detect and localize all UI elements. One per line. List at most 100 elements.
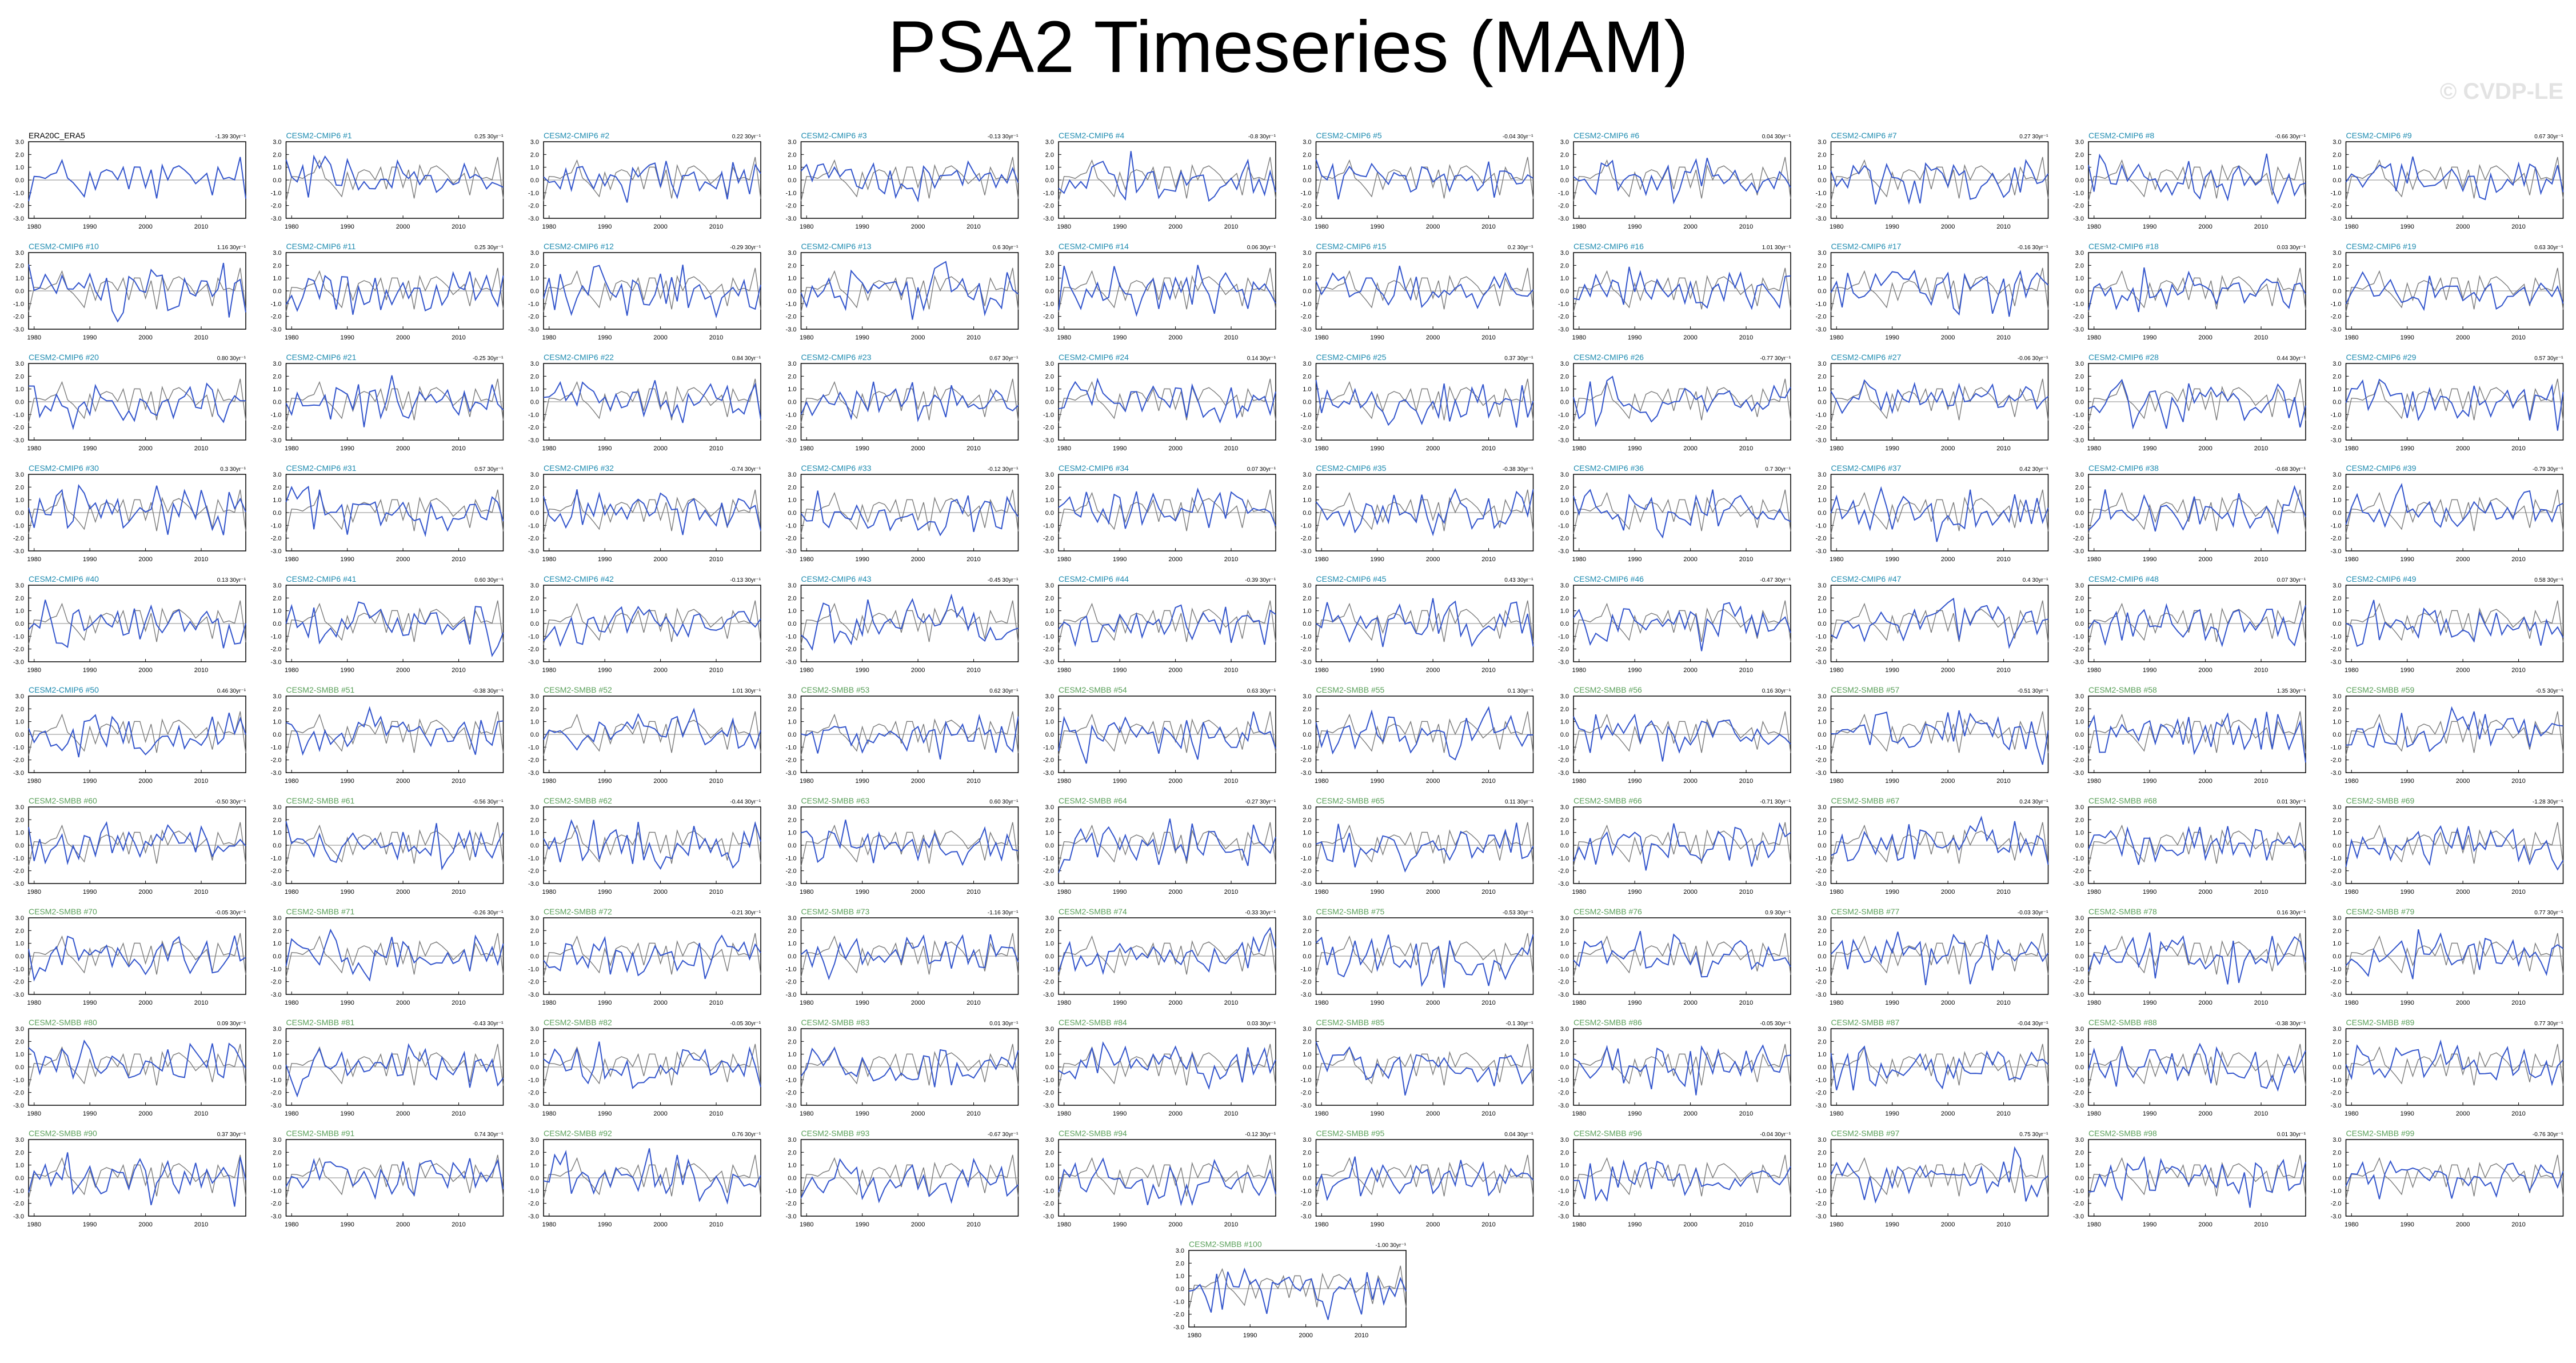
obs-series-line — [800, 933, 1019, 978]
x-tick-label: 1990 — [1885, 334, 1899, 341]
ensemble-series-line — [285, 1043, 504, 1098]
panel-trend: -0.04 30yr⁻¹ — [2018, 1021, 2048, 1027]
x-tick-label: 2000 — [1426, 334, 1440, 341]
y-tick-label: -2.0 — [1558, 1090, 1569, 1097]
panel-title: CESM2-SMBB #90 — [29, 1129, 97, 1138]
x-tick-label: 1980 — [1572, 667, 1586, 674]
panel-trend: 0.01 30yr⁻¹ — [2277, 1132, 2306, 1138]
x-tick-label: 1980 — [1315, 778, 1328, 785]
chart-panel: CESM2-SMBB #89 0.77 30yr⁻¹3.02.01.00.0-1.… — [2331, 1018, 2564, 1117]
y-tick-label: -2.0 — [2331, 1201, 2342, 1208]
y-tick-label: 0.0 — [1560, 1175, 1569, 1182]
y-tick-label: -1.0 — [13, 1077, 24, 1084]
y-tick-label: 2.0 — [2075, 595, 2084, 602]
y-tick-label: 0.0 — [273, 177, 281, 184]
obs-series-line — [1830, 157, 2049, 202]
y-tick-label: 0.0 — [1045, 1175, 1054, 1182]
y-tick-label: 0.0 — [1045, 842, 1054, 849]
chart-panel: CESM2-SMBB #61 -0.56 30yr⁻¹3.02.01.00.0-1… — [271, 796, 504, 896]
panel-trend: 0.60 30yr⁻¹ — [989, 799, 1019, 805]
x-tick-label: 1980 — [542, 556, 556, 563]
x-tick-label: 1990 — [340, 1000, 354, 1006]
y-tick-label: 0.0 — [1303, 732, 1311, 738]
y-tick-label: 0.0 — [1045, 1064, 1054, 1071]
x-tick-label: 1990 — [1628, 778, 1642, 785]
chart-panel: CESM2-SMBB #93 -0.67 30yr⁻¹3.02.01.00.0-1… — [786, 1129, 1019, 1228]
chart-panel: CESM2-CMIP6 #29 0.57 30yr⁻¹3.02.01.00.0-1… — [2331, 353, 2564, 452]
x-tick-label: 2000 — [1941, 334, 1955, 341]
y-tick-label: -3.0 — [528, 992, 539, 998]
panel-title: CESM2-CMIP6 #4 — [1059, 131, 1124, 140]
x-tick-label: 2000 — [1941, 1000, 1955, 1006]
y-tick-label: -2.0 — [1301, 203, 1312, 210]
y-tick-label: -3.0 — [528, 326, 539, 333]
x-tick-label: 1980 — [2345, 1000, 2358, 1006]
x-tick-label: 1980 — [1572, 1221, 1586, 1228]
y-tick-label: -2.0 — [1301, 425, 1312, 431]
y-tick-label: -2.0 — [2073, 314, 2084, 321]
y-tick-label: 3.0 — [2333, 139, 2341, 146]
panel-title: CESM2-CMIP6 #12 — [544, 242, 614, 251]
panel-trend: 0.67 30yr⁻¹ — [2534, 134, 2563, 140]
chart-panel: CESM2-CMIP6 #18 0.03 30yr⁻¹3.02.01.00.0-1… — [2073, 242, 2306, 341]
x-tick-label: 2000 — [2198, 667, 2212, 674]
panel-title: CESM2-SMBB #88 — [2088, 1018, 2157, 1027]
x-tick-label: 2010 — [1739, 1221, 1753, 1228]
panel-title: CESM2-CMIP6 #14 — [1059, 242, 1129, 251]
chart-panel: CESM2-SMBB #80 0.09 30yr⁻¹3.02.01.00.0-1.… — [13, 1018, 246, 1117]
x-tick-label: 2010 — [709, 1110, 723, 1117]
x-tick-label: 2000 — [2456, 334, 2470, 341]
panel-trend: -1.39 30yr⁻¹ — [215, 134, 246, 140]
x-tick-label: 1980 — [285, 445, 298, 452]
y-tick-label: 3.0 — [530, 915, 539, 922]
x-tick-label: 2010 — [1739, 889, 1753, 896]
panel-trend: 0.3 30yr⁻¹ — [220, 466, 246, 473]
panel-trend: 0.76 30yr⁻¹ — [732, 1132, 761, 1138]
x-tick-label: 1980 — [1830, 556, 1843, 563]
chart-panel: CESM2-SMBB #79 0.77 30yr⁻¹3.02.01.00.0-1.… — [2331, 907, 2564, 1006]
y-tick-label: -1.0 — [786, 966, 797, 973]
y-tick-label: 1.0 — [530, 497, 539, 504]
y-tick-label: 2.0 — [530, 262, 539, 269]
x-tick-label: 2000 — [911, 778, 925, 785]
x-tick-label: 1990 — [855, 334, 869, 341]
ensemble-series-line — [2345, 483, 2563, 528]
obs-series-line — [1058, 157, 1276, 202]
y-tick-label: -1.0 — [13, 1188, 24, 1194]
x-tick-label: 1980 — [2087, 1221, 2101, 1228]
x-tick-label: 1990 — [1113, 223, 1127, 230]
y-tick-label: 1.0 — [2075, 497, 2084, 504]
panel-title: CESM2-SMBB #66 — [1573, 796, 1642, 805]
panel-title: CESM2-CMIP6 #38 — [2088, 463, 2159, 473]
y-tick-label: -1.0 — [2073, 190, 2084, 197]
x-tick-label: 2000 — [1683, 556, 1697, 563]
y-tick-label: 1.0 — [2075, 719, 2084, 726]
panel-trend: 0.67 30yr⁻¹ — [989, 355, 1019, 362]
y-tick-label: 3.0 — [1303, 1137, 1311, 1144]
x-tick-label: 1990 — [1113, 556, 1127, 563]
x-tick-label: 1990 — [2400, 556, 2414, 563]
obs-series-line — [1315, 1154, 1534, 1200]
panel-title: CESM2-SMBB #52 — [544, 685, 612, 694]
chart-panel: CESM2-SMBB #98 0.01 30yr⁻¹3.02.01.00.0-1.… — [2073, 1129, 2306, 1228]
y-tick-label: -1.0 — [1558, 966, 1569, 973]
y-tick-label: -3.0 — [786, 1213, 797, 1220]
x-tick-label: 2010 — [709, 1000, 723, 1006]
y-tick-label: 0.0 — [15, 621, 24, 627]
obs-series-line — [28, 600, 246, 645]
panel-title: CESM2-CMIP6 #34 — [1059, 463, 1129, 473]
panel-title: CESM2-CMIP6 #27 — [1831, 353, 1902, 362]
y-tick-label: 0.0 — [15, 842, 24, 849]
y-tick-label: -2.0 — [2073, 646, 2084, 653]
y-tick-label: 0.0 — [273, 621, 281, 627]
x-tick-label: 2000 — [1168, 889, 1182, 896]
y-tick-label: 3.0 — [788, 361, 796, 367]
ensemble-series-line — [2345, 1039, 2564, 1086]
ensemble-series-line — [1830, 1045, 2049, 1091]
ensemble-series-line — [28, 1040, 246, 1080]
y-tick-label: -2.0 — [13, 757, 24, 764]
x-tick-label: 1980 — [2087, 556, 2101, 563]
y-tick-label: -3.0 — [1301, 1102, 1312, 1109]
y-tick-label: 0.0 — [788, 399, 796, 406]
x-tick-label: 2000 — [1426, 1110, 1440, 1117]
